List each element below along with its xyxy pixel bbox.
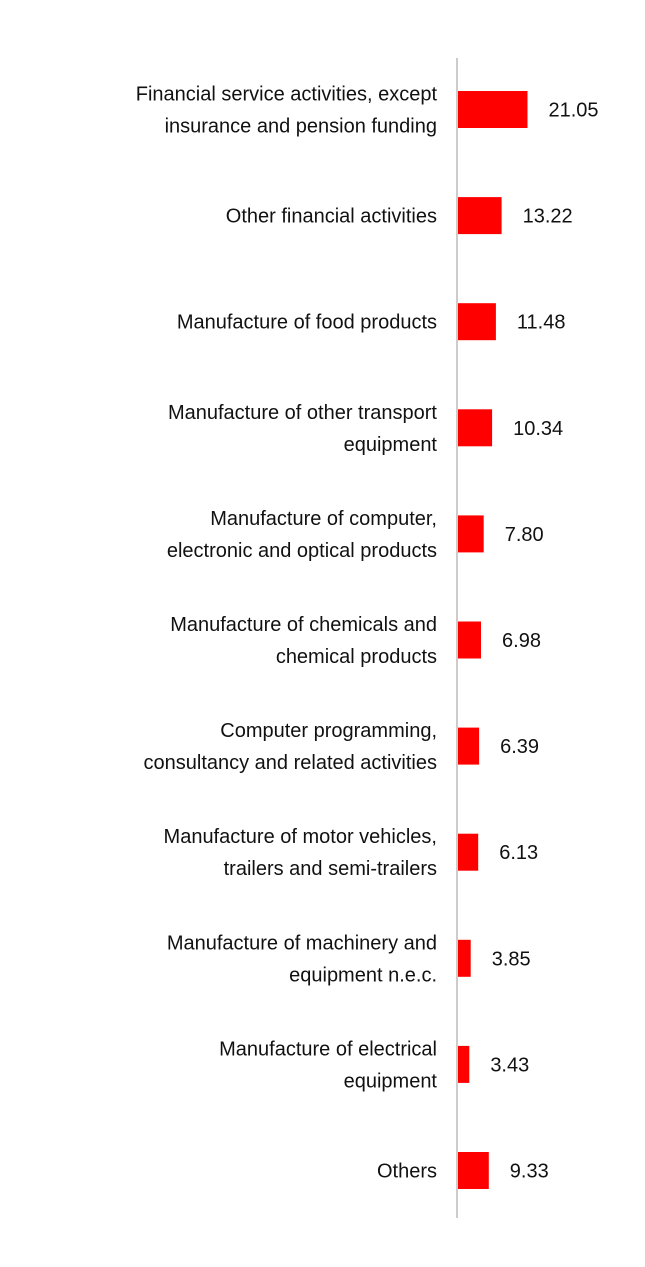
value-label-10: 9.33 xyxy=(510,1161,549,1183)
bar-2 xyxy=(458,303,496,341)
value-label-7: 6.13 xyxy=(499,842,538,864)
bar-9 xyxy=(458,1045,470,1083)
bar-3 xyxy=(458,409,493,447)
value-label-2: 11.48 xyxy=(517,312,566,334)
bar-6 xyxy=(458,727,480,765)
category-label-5-line-0: Manufacture of chemicals and xyxy=(170,614,437,636)
value-label-6: 6.39 xyxy=(500,736,539,758)
category-label-1: Other financial activities xyxy=(226,206,437,228)
value-label-3: 10.34 xyxy=(513,418,563,440)
bar-7 xyxy=(458,833,479,871)
category-label-9-line-1: equipment xyxy=(344,1070,438,1092)
category-label-8-line-1: equipment n.e.c. xyxy=(289,964,437,986)
category-label-3-line-0: Manufacture of other transport xyxy=(168,402,437,424)
category-label-6-line-1: consultancy and related activities xyxy=(144,752,438,774)
bars-group: 21.05 Financial service activities, excep… xyxy=(136,84,599,1189)
value-label-9: 3.43 xyxy=(490,1054,529,1076)
category-label-4-line-1: electronic and optical products xyxy=(167,540,437,562)
value-label-1: 13.22 xyxy=(523,206,573,228)
category-label-7-line-0: Manufacture of motor vehicles, xyxy=(164,826,437,848)
bar-8 xyxy=(458,939,471,977)
category-label-6-line-0: Computer programming, xyxy=(220,720,437,742)
category-label-9-line-0: Manufacture of electrical xyxy=(219,1038,437,1060)
category-label-10: Others xyxy=(377,1161,437,1183)
value-label-4: 7.80 xyxy=(505,524,544,546)
bar-5 xyxy=(458,621,481,659)
category-label-0-line-1: insurance and pension funding xyxy=(165,116,437,138)
value-label-0: 21.05 xyxy=(548,100,598,122)
category-label-3-line-1: equipment xyxy=(344,434,438,456)
bar-1 xyxy=(458,197,502,235)
bar-10 xyxy=(458,1152,489,1189)
bar-0 xyxy=(458,91,528,128)
value-label-8: 3.85 xyxy=(492,948,531,970)
category-label-5-line-1: chemical products xyxy=(276,646,437,668)
value-label-5: 6.98 xyxy=(502,630,541,652)
category-label-7-line-1: trailers and semi-trailers xyxy=(224,858,437,880)
category-label-8-line-0: Manufacture of machinery and xyxy=(167,932,437,954)
category-label-4-line-0: Manufacture of computer, xyxy=(210,508,437,530)
bar-4 xyxy=(458,515,484,553)
category-label-0-line-0: Financial service activities, except xyxy=(136,84,438,106)
category-label-2: Manufacture of food products xyxy=(177,312,437,334)
